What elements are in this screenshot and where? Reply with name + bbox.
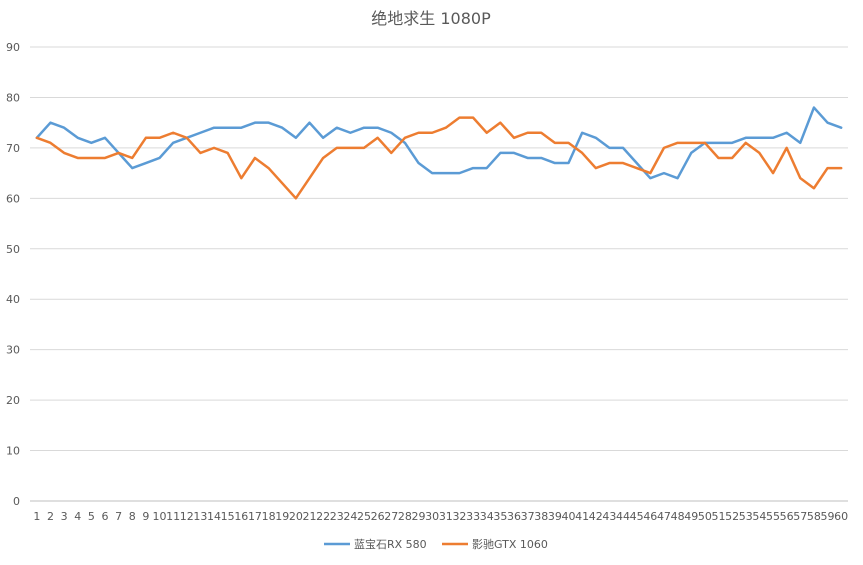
x-tick-label: 13: [193, 510, 207, 523]
x-tick-label: 60: [834, 510, 848, 523]
x-tick-label: 48: [671, 510, 685, 523]
x-tick-label: 53: [739, 510, 753, 523]
x-tick-label: 44: [616, 510, 630, 523]
x-tick-label: 27: [384, 510, 398, 523]
x-tick-label: 46: [643, 510, 657, 523]
x-tick-label: 3: [61, 510, 68, 523]
x-tick-label: 9: [142, 510, 149, 523]
x-tick-label: 41: [575, 510, 589, 523]
x-tick-label: 37: [521, 510, 535, 523]
x-tick-label: 7: [115, 510, 122, 523]
x-tick-label: 1: [33, 510, 40, 523]
x-tick-label: 57: [793, 510, 807, 523]
x-tick-label: 12: [180, 510, 194, 523]
x-tick-label: 33: [466, 510, 480, 523]
x-tick-label: 24: [343, 510, 357, 523]
x-tick-label: 23: [330, 510, 344, 523]
y-tick-label: 50: [6, 243, 20, 256]
series-line-1: [35, 106, 843, 180]
x-tick-label: 19: [275, 510, 289, 523]
y-tick-label: 70: [6, 142, 20, 155]
x-tick-label: 18: [262, 510, 276, 523]
x-tick-label: 52: [725, 510, 739, 523]
gridlines: [30, 46, 848, 502]
x-axis-ticks: 1 2 3 4 5 6 7 8 9 10 11 12 13 14 15 16 17 18 19 20 21 22 23 24 2…: [33, 510, 848, 523]
x-tick-label: 39: [548, 510, 562, 523]
y-tick-label: 40: [6, 293, 20, 306]
x-tick-label: 36: [507, 510, 521, 523]
chart-title: 绝地求生 1080P: [371, 9, 491, 28]
x-tick-label: 11: [166, 510, 180, 523]
x-tick-label: 35: [493, 510, 507, 523]
x-tick-label: 15: [221, 510, 235, 523]
x-tick-label: 22: [316, 510, 330, 523]
x-tick-label: 40: [562, 510, 576, 523]
x-tick-label: 26: [371, 510, 385, 523]
y-axis-ticks: 0 10 20 30 40 50 60 70 80 90: [6, 41, 20, 508]
x-tick-label: 30: [425, 510, 439, 523]
x-tick-label: 5: [88, 510, 95, 523]
x-tick-label: 25: [357, 510, 371, 523]
x-tick-label: 55: [766, 510, 780, 523]
x-tick-label: 45: [630, 510, 644, 523]
x-tick-label: 47: [657, 510, 671, 523]
x-tick-label: 43: [602, 510, 616, 523]
y-tick-label: 90: [6, 41, 20, 54]
x-tick-label: 14: [207, 510, 221, 523]
legend-label: 蓝宝石RX 580: [354, 537, 427, 551]
y-tick-label: 60: [6, 192, 20, 205]
x-tick-label: 54: [752, 510, 766, 523]
x-tick-label: 34: [480, 510, 494, 523]
y-tick-label: 0: [13, 495, 20, 508]
y-tick-label: 10: [6, 445, 20, 458]
x-tick-label: 38: [534, 510, 548, 523]
series-lines: [35, 106, 843, 200]
x-tick-label: 50: [698, 510, 712, 523]
x-tick-label: 17: [248, 510, 262, 523]
x-tick-label: 31: [439, 510, 453, 523]
x-tick-label: 56: [780, 510, 794, 523]
x-tick-label: 20: [289, 510, 303, 523]
x-tick-label: 59: [821, 510, 835, 523]
x-tick-label: 2: [47, 510, 54, 523]
x-tick-label: 8: [129, 510, 136, 523]
x-tick-label: 49: [684, 510, 698, 523]
y-tick-label: 20: [6, 394, 20, 407]
x-tick-label: 29: [412, 510, 426, 523]
legend: 蓝宝石RX 580 影驰GTX 1060: [324, 537, 548, 551]
x-tick-label: 58: [807, 510, 821, 523]
x-tick-label: 6: [101, 510, 108, 523]
x-tick-label: 51: [711, 510, 725, 523]
legend-label: 影驰GTX 1060: [472, 537, 548, 551]
x-tick-label: 4: [74, 510, 81, 523]
x-tick-label: 10: [153, 510, 167, 523]
x-tick-label: 32: [452, 510, 466, 523]
series-line-2: [35, 116, 843, 200]
x-tick-label: 21: [302, 510, 316, 523]
x-tick-label: 42: [589, 510, 603, 523]
x-tick-label: 16: [234, 510, 248, 523]
y-tick-label: 80: [6, 91, 20, 104]
y-tick-label: 30: [6, 344, 20, 357]
x-tick-label: 28: [398, 510, 412, 523]
